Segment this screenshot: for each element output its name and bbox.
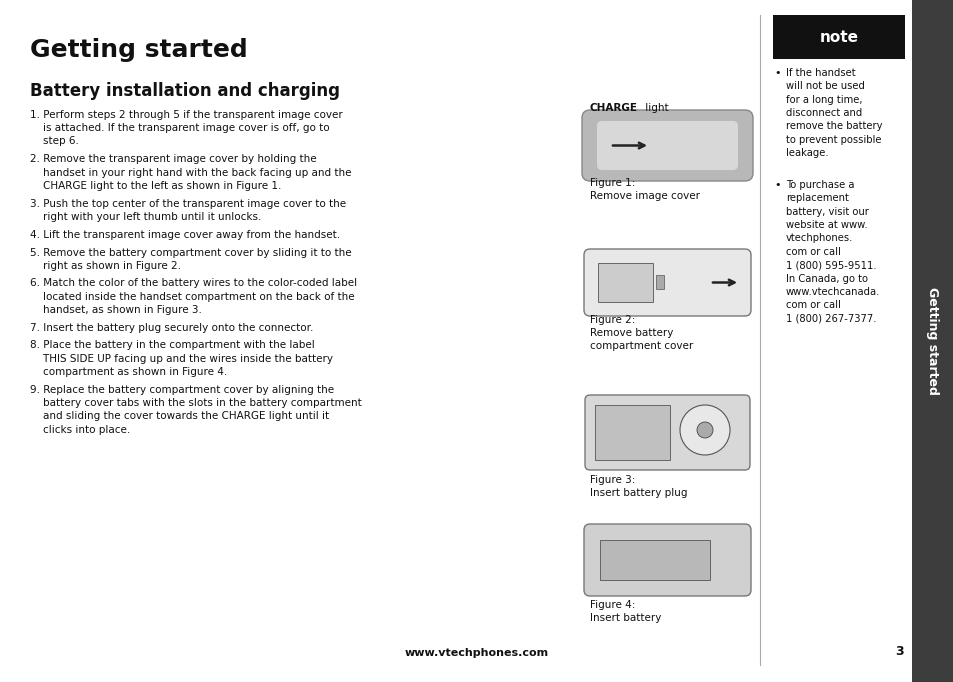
Text: CHARGE: CHARGE [589,103,638,113]
Text: 8. Place the battery in the compartment with the label
    THIS SIDE UP facing u: 8. Place the battery in the compartment … [30,340,333,377]
Text: 1. Perform steps 2 through 5 if the transparent image cover
    is attached. If : 1. Perform steps 2 through 5 if the tran… [30,110,342,147]
Text: Figure 3:
Insert battery plug: Figure 3: Insert battery plug [589,475,687,498]
Text: 4. Lift the transparent image cover away from the handset.: 4. Lift the transparent image cover away… [30,230,340,240]
Text: 2. Remove the transparent image cover by holding the
    handset in your right h: 2. Remove the transparent image cover by… [30,155,351,191]
Text: note: note [819,29,858,44]
Text: 7. Insert the battery plug securely onto the connector.: 7. Insert the battery plug securely onto… [30,323,313,333]
Text: 9. Replace the battery compartment cover by aligning the
    battery cover tabs : 9. Replace the battery compartment cover… [30,385,361,434]
Text: 6. Match the color of the battery wires to the color-coded label
    located ins: 6. Match the color of the battery wires … [30,278,356,315]
Text: •: • [773,180,780,190]
Bar [911,0,953,682]
Text: Battery installation and charging: Battery installation and charging [30,82,339,100]
FancyBboxPatch shape [583,524,750,596]
Text: light: light [641,103,668,113]
Text: If the handset
will not be used
for a long time,
disconnect and
remove the batte: If the handset will not be used for a lo… [785,68,882,158]
FancyBboxPatch shape [583,249,750,316]
Bar [656,275,663,289]
Circle shape [697,422,712,438]
FancyBboxPatch shape [584,395,749,470]
Text: www.vtechphones.com: www.vtechphones.com [404,648,549,658]
Bar [598,263,652,302]
Text: 5. Remove the battery compartment cover by sliding it to the
    right as shown : 5. Remove the battery compartment cover … [30,248,352,271]
Bar [772,15,904,59]
Text: To purchase a
replacement
battery, visit our
website at www.
vtechphones.
com or: To purchase a replacement battery, visit… [785,180,880,323]
FancyBboxPatch shape [597,121,738,170]
Circle shape [679,405,729,455]
Bar [595,405,669,460]
Text: Figure 2:
Remove battery
compartment cover: Figure 2: Remove battery compartment cov… [589,315,693,351]
Text: •: • [773,68,780,78]
Bar [599,540,709,580]
Text: Figure 4:
Insert battery: Figure 4: Insert battery [589,600,660,623]
FancyBboxPatch shape [581,110,752,181]
Text: Getting started: Getting started [925,287,939,395]
Text: 3: 3 [895,645,903,658]
Text: Getting started: Getting started [30,38,248,62]
Text: 3. Push the top center of the transparent image cover to the
    right with your: 3. Push the top center of the transparen… [30,199,346,222]
Text: Figure 1:
Remove image cover: Figure 1: Remove image cover [589,178,700,201]
